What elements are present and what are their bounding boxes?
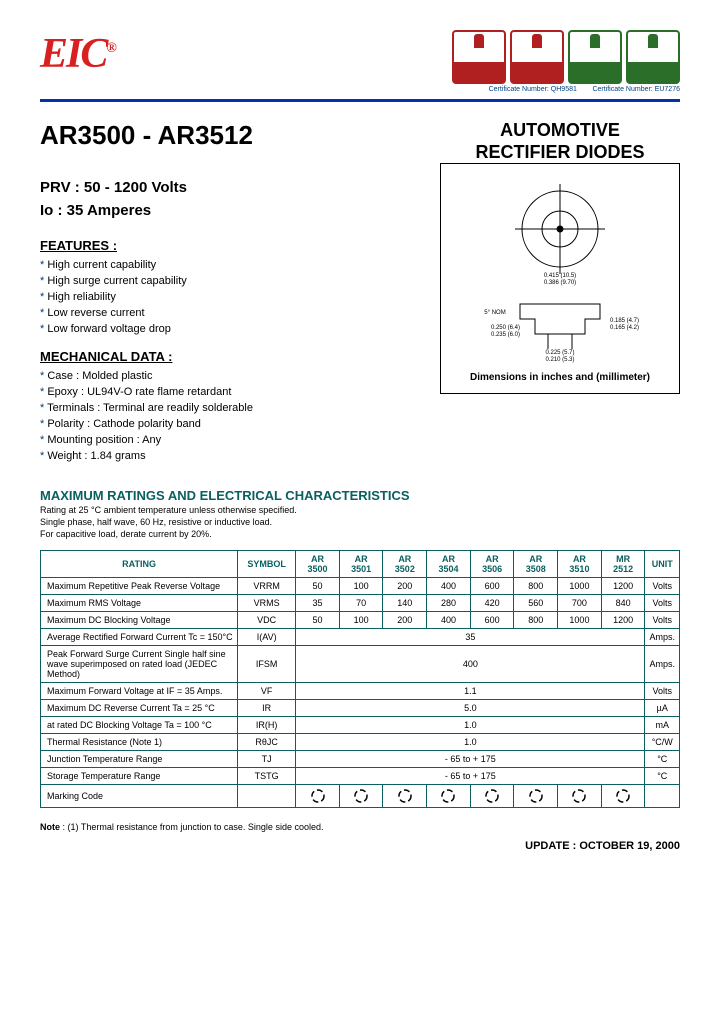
ratings-heading: MAXIMUM RATINGS AND ELECTRICAL CHARACTER… [40, 488, 680, 503]
col-head: AR3508 [514, 551, 558, 578]
svg-text:5° NOM: 5° NOM [484, 310, 505, 316]
key-specs: PRV : 50 - 1200 Volts Io : 35 Amperes [40, 177, 420, 222]
col-head: UNIT [645, 551, 680, 578]
col-head: RATING [41, 551, 238, 578]
mechanical-item: Weight : 1.84 grams [40, 450, 420, 462]
package-diagram: 0.415 (10.5) 0.386 (9.70) 5° NOM 0.250 (… [440, 163, 680, 394]
mechanical-item: Polarity : Cathode polarity band [40, 418, 420, 430]
table-row: Storage Temperature RangeTSTG- 65 to + 1… [41, 768, 680, 785]
update-date: UPDATE : OCTOBER 19, 2000 [40, 840, 680, 852]
ratings-table: RATINGSYMBOLAR3500AR3501AR3502AR3504AR35… [40, 550, 680, 808]
diagram-caption: Dimensions in inches and (millimeter) [451, 372, 669, 383]
svg-text:0.225 (5.7): 0.225 (5.7) [545, 350, 574, 356]
cert-caption-left: Certificate Number: QH9581 [489, 86, 577, 93]
feature-item: High reliability [40, 291, 420, 303]
features-heading: FEATURES : [40, 238, 420, 253]
svg-text:0.210 (5.3): 0.210 (5.3) [545, 357, 574, 363]
mechanical-item: Epoxy : UL94V-O rate flame retardant [40, 386, 420, 398]
ratings-notes: Rating at 25 °C ambient temperature unle… [40, 505, 680, 540]
features-list: High current capability High surge curren… [40, 259, 420, 335]
header: EIC® Certificate Number: QH9581 Certific… [40, 30, 680, 93]
feature-item: Low forward voltage drop [40, 323, 420, 335]
table-row: Maximum Forward Voltage at IF = 35 Amps.… [41, 683, 680, 700]
col-head: AR3510 [558, 551, 602, 578]
iso14001-badge-b [626, 30, 680, 84]
mechanical-list: Case : Molded plastic Epoxy : UL94V-O rat… [40, 370, 420, 462]
svg-text:0.250 (6.4): 0.250 (6.4) [491, 325, 520, 331]
product-type: AUTOMOTIVE RECTIFIER DIODES [440, 120, 680, 163]
footnote: Note : (1) Thermal resistance from junct… [40, 822, 680, 832]
svg-text:0.415 (10.5): 0.415 (10.5) [544, 273, 576, 279]
table-row: Maximum DC Blocking VoltageVDC5010020040… [41, 612, 680, 629]
col-head: SYMBOL [238, 551, 296, 578]
divider [40, 99, 680, 102]
table-row: Average Rectified Forward Current Tc = 1… [41, 629, 680, 646]
company-logo: EIC® [40, 30, 115, 78]
table-row: Maximum Repetitive Peak Reverse VoltageV… [41, 578, 680, 595]
svg-text:0.386 (9.70): 0.386 (9.70) [544, 280, 576, 286]
table-row: at rated DC Blocking Voltage Ta = 100 °C… [41, 717, 680, 734]
feature-item: High current capability [40, 259, 420, 271]
col-head: AR3500 [296, 551, 340, 578]
table-row: Peak Forward Surge Current Single half s… [41, 646, 680, 683]
svg-text:0.165 (4.2): 0.165 (4.2) [610, 325, 639, 331]
certifications: Certificate Number: QH9581 Certificate N… [452, 30, 680, 93]
mechanical-item: Case : Molded plastic [40, 370, 420, 382]
mechanical-item: Mounting position : Any [40, 434, 420, 446]
svg-text:0.185 (4.7): 0.185 (4.7) [610, 318, 639, 324]
feature-item: Low reverse current [40, 307, 420, 319]
mechanical-heading: MECHANICAL DATA : [40, 349, 420, 364]
col-head: AR3504 [427, 551, 471, 578]
col-head: AR3506 [470, 551, 514, 578]
col-head: MR2512 [601, 551, 645, 578]
table-row: Maximum DC Reverse Current Ta = 25 °CIR5… [41, 700, 680, 717]
cert-caption-right: Certificate Number: EU7276 [592, 86, 680, 93]
iso9001-badge-b [510, 30, 564, 84]
part-number-title: AR3500 - AR3512 [40, 120, 253, 151]
table-row: Junction Temperature RangeTJ- 65 to + 17… [41, 751, 680, 768]
table-row: Marking Code [41, 785, 680, 808]
col-head: AR3501 [339, 551, 383, 578]
feature-item: High surge current capability [40, 275, 420, 287]
table-row: Thermal Resistance (Note 1)RθJC1.0°C/W [41, 734, 680, 751]
table-row: Maximum RMS VoltageVRMS35701402804205607… [41, 595, 680, 612]
iso9001-badge [452, 30, 506, 84]
col-head: AR3502 [383, 551, 427, 578]
svg-text:0.235 (6.0): 0.235 (6.0) [491, 332, 520, 338]
iso14001-badge [568, 30, 622, 84]
mechanical-item: Terminals : Terminal are readily soldera… [40, 402, 420, 414]
